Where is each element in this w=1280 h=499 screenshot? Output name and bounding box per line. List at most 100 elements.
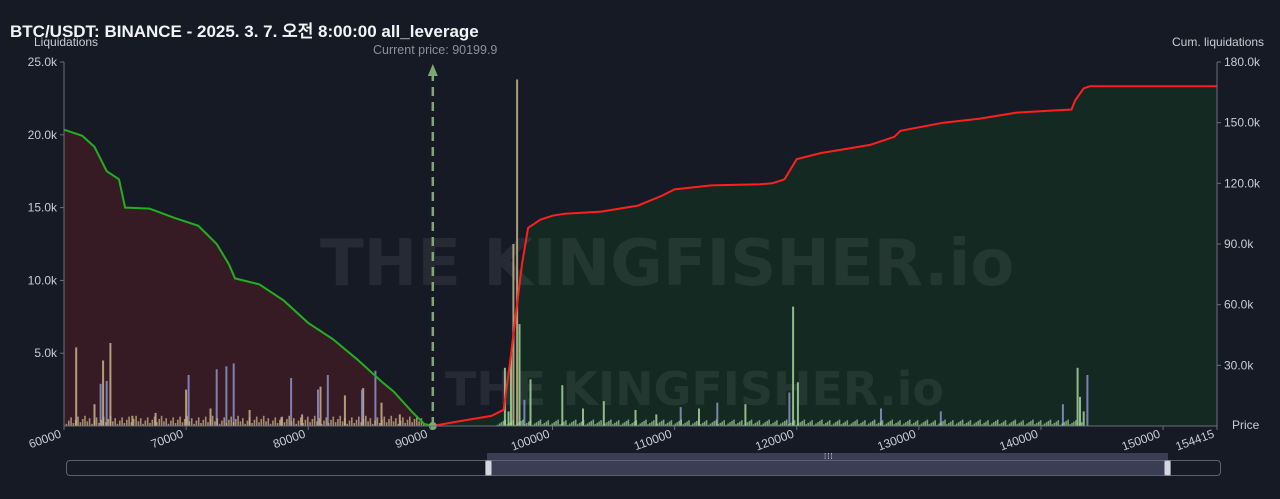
liquidation-bar [524, 424, 526, 426]
liquidation-bar [612, 424, 614, 426]
liquidation-bar [1016, 424, 1019, 426]
liquidation-bar [940, 422, 942, 426]
x-tick-label: 154415 [1174, 427, 1217, 454]
navigator-range-bar[interactable] [487, 453, 1168, 460]
liquidation-bar [727, 423, 729, 426]
liquidation-bar [348, 420, 351, 426]
right-tick-label: 150.0k [1224, 116, 1261, 130]
navigator-right-handle[interactable] [1164, 460, 1171, 476]
liquidation-bar [390, 415, 393, 426]
liquidation-bar [1041, 424, 1044, 426]
left-tick-label: 10.0k [28, 273, 58, 287]
liquidation-bar [402, 417, 404, 426]
liquidation-bar [547, 420, 550, 426]
liquidation-bar [520, 420, 522, 426]
liquidation-bar [793, 420, 796, 426]
liquidation-bar [631, 422, 634, 426]
x-tick-label: 80000 [271, 427, 307, 452]
liquidation-bar [1024, 424, 1026, 426]
liquidation-bar [1059, 424, 1062, 426]
liquidation-bar [713, 420, 716, 426]
liquidation-bar [317, 389, 319, 426]
liquidation-bar [559, 424, 561, 426]
liquidation-bar [946, 424, 948, 426]
liquidation-bar [510, 421, 512, 426]
liquidation-bar [119, 420, 121, 426]
liquidation-bar [721, 421, 723, 426]
liquidation-bar [1063, 422, 1065, 426]
liquidation-bar [158, 419, 161, 426]
liquidation-bar [214, 421, 216, 426]
liquidation-bar [541, 424, 544, 426]
liquidation-bar [965, 422, 968, 426]
liquidation-bar [600, 420, 602, 426]
liquidation-bar [658, 422, 661, 426]
liquidation-bar [288, 415, 290, 426]
liquidation-bar [510, 353, 512, 426]
x-tick-label: 140000 [998, 427, 1041, 454]
liquidation-bar [725, 424, 727, 426]
liquidation-bar [959, 420, 962, 426]
liquidation-bar [1055, 421, 1058, 426]
liquidation-bar [875, 424, 878, 426]
liquidation-bar [276, 423, 279, 426]
liquidation-bar [641, 422, 643, 426]
liquidation-bar [100, 419, 102, 426]
liquidation-bar [397, 423, 399, 426]
liquidation-bar [319, 386, 322, 426]
liquidation-bar [295, 423, 297, 426]
liquidation-bar [797, 423, 800, 426]
liquidation-bar [944, 419, 946, 426]
liquidation-bar [592, 419, 595, 426]
liquidation-bar [907, 420, 909, 426]
liquidation-bar [334, 422, 337, 426]
liquidation-bar [163, 421, 165, 426]
liquidation-bar [651, 421, 653, 426]
liquidation-bar [371, 423, 374, 426]
liquidation-bar [272, 420, 274, 426]
liquidation-bar [571, 422, 573, 426]
liquidation-bar [93, 420, 96, 426]
liquidation-bar [971, 424, 974, 426]
liquidation-bar [1045, 422, 1048, 426]
long-cum-area [432, 86, 1217, 427]
liquidation-bar [776, 420, 778, 426]
liquidation-bar [748, 420, 751, 426]
liquidation-bar [279, 419, 281, 426]
liquidation-bar [406, 419, 409, 426]
liquidation-bar [782, 422, 784, 426]
liquidation-bar [283, 422, 286, 426]
liquidation-bar [930, 422, 933, 426]
liquidation-bar [836, 420, 839, 426]
liquidation-bar [128, 416, 130, 426]
liquidation-bar [1067, 419, 1069, 426]
liquidation-bar [860, 422, 862, 426]
liquidation-bar [160, 415, 163, 426]
liquidation-bar [553, 422, 555, 426]
liquidation-bar [1073, 421, 1075, 426]
liquidation-bar [586, 423, 589, 426]
liquidation-bar [170, 420, 172, 426]
liquidation-bar [928, 424, 931, 426]
x-tick-label: 150000 [1120, 427, 1163, 454]
liquidation-bar [705, 420, 708, 426]
navigator-selection[interactable] [488, 461, 1169, 475]
liquidation-bar [788, 392, 791, 426]
liquidation-bar [93, 404, 96, 426]
liquidation-bar [381, 419, 383, 426]
navigator-grip-icon[interactable]: ⁞⁞⁞ [824, 452, 834, 461]
liquidation-bar [588, 422, 591, 426]
liquidation-bar [977, 420, 979, 426]
liquidation-bar [955, 423, 958, 426]
range-navigator[interactable] [66, 460, 1221, 476]
navigator-left-handle[interactable] [485, 460, 492, 476]
liquidation-bar [953, 424, 956, 426]
liquidation-bar [696, 420, 698, 426]
liquidation-bar [762, 423, 765, 426]
liquidation-bar [309, 422, 311, 426]
liquidation-bar [716, 402, 719, 426]
liquidation-bar [662, 419, 665, 426]
liquidation-bar [989, 424, 991, 426]
liquidation-bar [418, 421, 420, 426]
liquidation-bar [361, 389, 363, 426]
